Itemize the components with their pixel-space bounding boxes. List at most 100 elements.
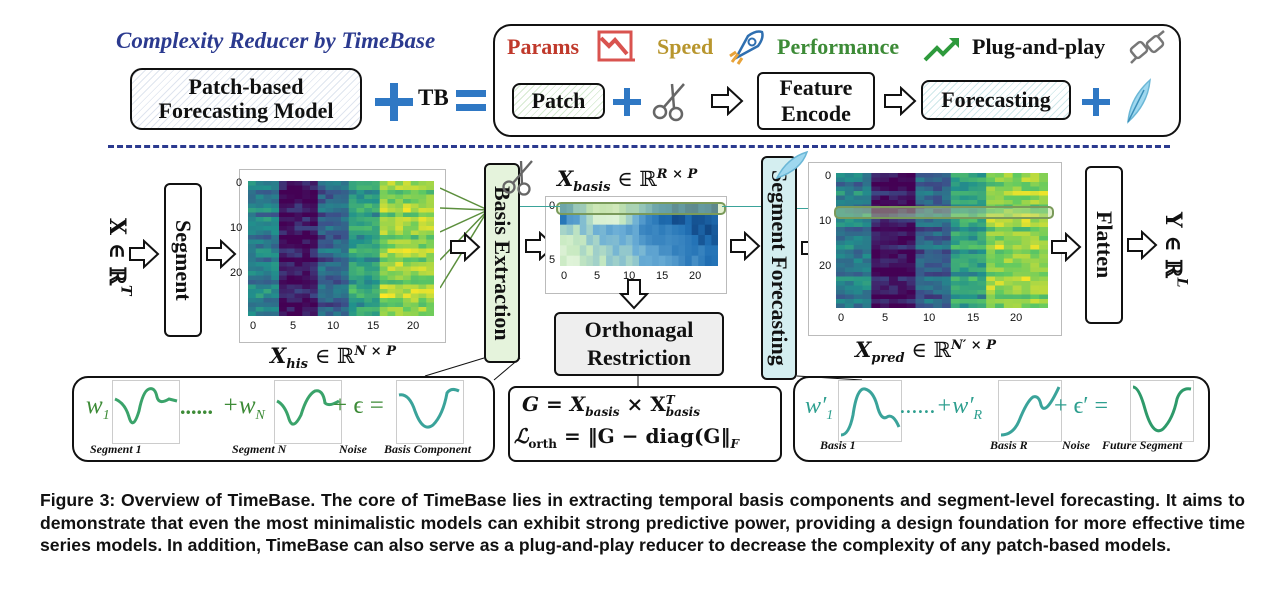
heatmap-cell — [862, 294, 872, 300]
heatmap-cell — [348, 298, 358, 304]
x-pred-label: Xpred ∈ ℝN′ × P — [855, 337, 996, 367]
heatmap-cell — [364, 221, 373, 227]
heatmap-cell — [294, 253, 303, 259]
heatmap-cell — [325, 230, 334, 236]
heatmap-cell — [889, 222, 899, 228]
heatmap-cell — [248, 311, 257, 316]
heatmap-cell — [271, 253, 280, 259]
heatmap-cell — [889, 258, 899, 264]
heatmap-cell — [968, 263, 978, 269]
heatmap-cell — [348, 311, 358, 316]
heatmap-cell — [426, 275, 434, 281]
heatmap-cell — [364, 199, 373, 205]
heatmap-cell — [395, 275, 404, 281]
heatmap-cell — [942, 227, 952, 233]
heatmap-cell — [959, 182, 970, 188]
heatmap-cell — [862, 254, 872, 260]
heatmap-cell — [933, 290, 943, 296]
heatmap-cell — [302, 293, 311, 299]
heatmap-cell — [897, 285, 908, 291]
heatmap-cell — [403, 271, 412, 277]
heatmap-cell — [915, 227, 925, 233]
heatmap-cell — [897, 236, 908, 242]
heatmap-cell — [410, 235, 420, 241]
heatmap-cell — [379, 280, 389, 286]
heatmap-cell — [836, 195, 846, 201]
heatmap-cell — [599, 245, 607, 257]
heatmap-cell — [836, 263, 846, 269]
heatmap-cell — [325, 190, 334, 196]
heatmap-cell — [977, 267, 987, 273]
heatmap-cell — [691, 255, 699, 266]
noise-prime-caption: Noise — [1062, 438, 1090, 452]
heatmap-cell — [372, 275, 381, 281]
heatmap-cell — [286, 181, 296, 187]
heatmap-cell — [255, 293, 265, 299]
heatmap-cell — [906, 231, 917, 237]
heatmap-cell — [968, 276, 978, 282]
heatmap-cell — [248, 271, 257, 277]
heatmap-cell — [853, 267, 864, 273]
heatmap-cell — [950, 294, 961, 300]
heatmap-cell — [977, 285, 987, 291]
heatmap-cell — [573, 204, 581, 215]
heatmap-cell — [880, 290, 890, 296]
heatmap-cell — [310, 212, 319, 218]
heatmap-cell — [658, 224, 666, 236]
heatmap-cell — [348, 266, 358, 272]
heatmap-cell — [271, 275, 280, 281]
heatmap-cell — [294, 181, 303, 187]
heatmap-cell — [836, 191, 846, 197]
heatmap-cell — [310, 235, 319, 241]
heatmap-cell — [612, 204, 620, 215]
heatmap-cell — [263, 298, 272, 304]
heatmap-cell — [333, 212, 342, 218]
heatmap-cell — [325, 280, 334, 286]
heatmap-cell — [279, 289, 288, 295]
heatmap-cell — [255, 248, 265, 254]
heatmap-cell — [915, 294, 925, 300]
heatmap-cell — [263, 257, 272, 263]
heatmap-cell — [286, 284, 296, 290]
pred-ytick: 20 — [819, 260, 832, 272]
heatmap-cell — [341, 298, 350, 304]
heatmap-cell — [255, 226, 265, 232]
heatmap-cell — [294, 266, 303, 272]
heatmap-cell — [356, 253, 365, 259]
heatmap-cell — [1003, 173, 1014, 179]
feature-encode-box: Feature Encode — [757, 72, 875, 130]
heatmap-cell — [671, 204, 680, 215]
orth-label-1: Orthonagal — [584, 317, 694, 342]
heatmap-cell — [1012, 254, 1023, 260]
heatmap-cell — [566, 245, 574, 257]
heatmap-cell — [1012, 195, 1023, 201]
heatmap-cell — [341, 217, 350, 223]
heatmap-cell — [348, 302, 358, 308]
heatmap-cell — [271, 235, 280, 241]
heatmap-cell — [403, 221, 412, 227]
heatmap-cell — [704, 235, 713, 246]
heatmap-cell — [836, 177, 846, 183]
heatmap-cell — [279, 235, 288, 241]
heatmap-cell — [889, 218, 899, 224]
heatmap-cell — [968, 191, 978, 197]
heatmap-cell — [986, 285, 996, 291]
heatmap-cell — [906, 249, 917, 255]
heatmap-cell — [612, 214, 620, 226]
heatmap-cell — [310, 293, 319, 299]
heatmap-his — [248, 181, 434, 316]
heatmap-cell — [836, 218, 846, 224]
heatmap-cell — [606, 204, 614, 215]
heatmap-cell — [379, 257, 389, 263]
heatmap-cell — [560, 224, 568, 236]
heatmap-cell — [862, 263, 872, 269]
heatmap-cell — [372, 307, 381, 313]
heatmap-cell — [906, 267, 917, 273]
heatmap-cell — [341, 239, 350, 245]
heatmap-cell — [348, 248, 358, 254]
heatmap-cell — [959, 240, 970, 246]
heatmap-cell — [395, 190, 404, 196]
heatmap-cell — [294, 235, 303, 241]
heatmap-cell — [995, 281, 1005, 287]
heatmap-cell — [1030, 177, 1040, 183]
